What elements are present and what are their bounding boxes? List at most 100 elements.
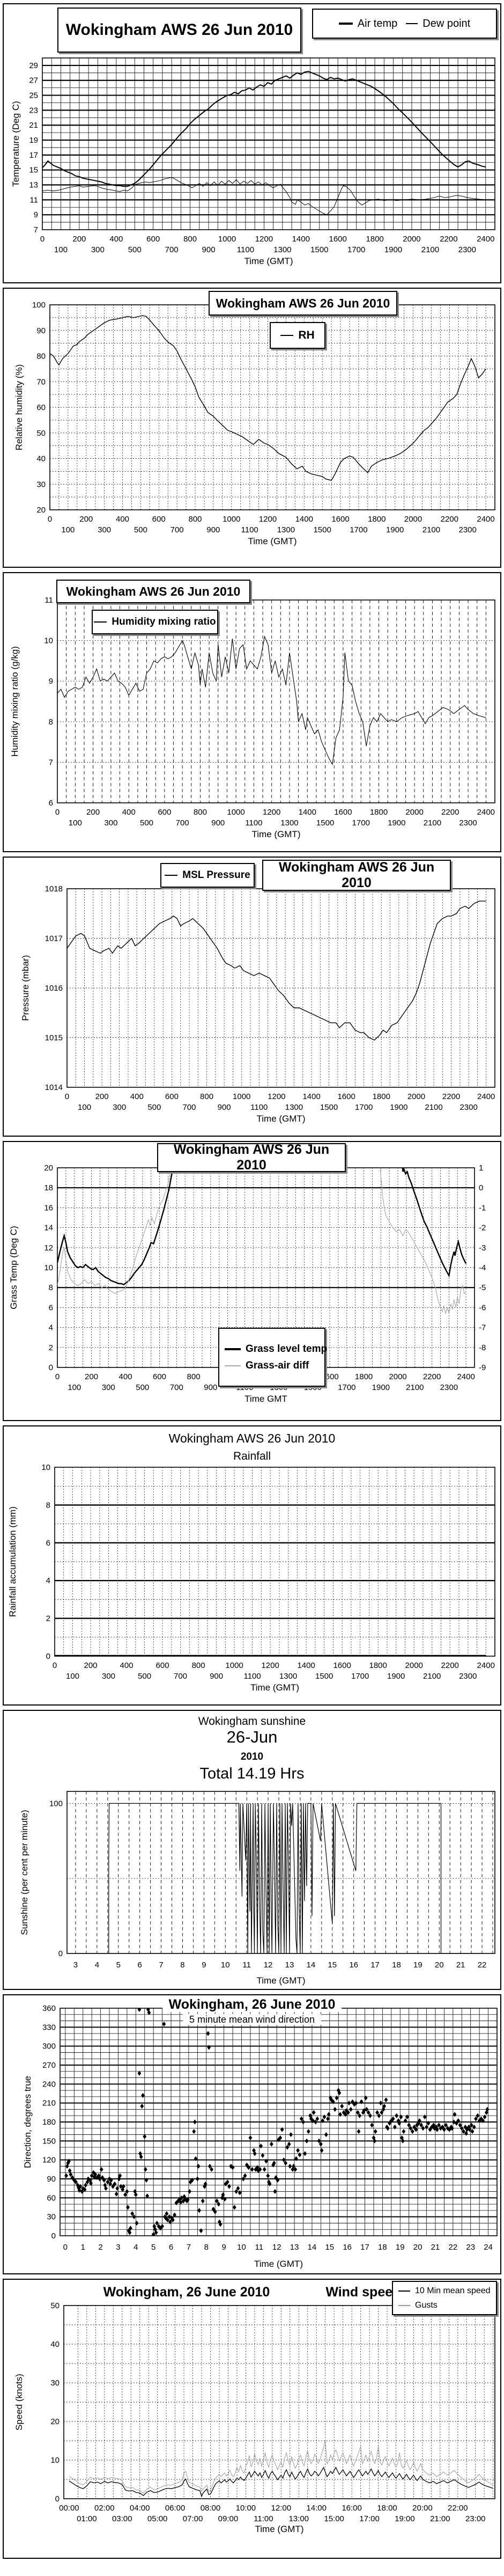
svg-text:80: 80: [36, 352, 46, 361]
svg-text:20:00: 20:00: [412, 2504, 433, 2513]
svg-text:9: 9: [49, 677, 53, 686]
svg-text:400: 400: [122, 808, 136, 817]
svg-text:Direction, degrees true: Direction, degrees true: [23, 2076, 33, 2168]
air-temp-line-swatch-icon: [338, 23, 353, 25]
svg-text:1900: 1900: [384, 245, 402, 254]
svg-text:1700: 1700: [338, 1383, 355, 1392]
svg-text:1900: 1900: [388, 818, 405, 828]
svg-text:900: 900: [204, 1383, 217, 1392]
svg-text:-5: -5: [479, 1283, 486, 1292]
svg-text:300: 300: [42, 2042, 56, 2051]
svg-text:4: 4: [46, 1576, 50, 1585]
svg-text:20: 20: [435, 1960, 444, 1970]
svg-text:16:00: 16:00: [342, 2504, 362, 2513]
svg-text:19: 19: [396, 2243, 405, 2252]
svg-text:27: 27: [29, 76, 38, 85]
svg-text:1000: 1000: [225, 1661, 243, 1670]
svg-text:40: 40: [36, 455, 46, 464]
svg-text:0: 0: [65, 1092, 69, 1101]
svg-text:90: 90: [36, 326, 46, 335]
svg-text:30: 30: [47, 2213, 56, 2222]
svg-text:330: 330: [42, 2023, 56, 2032]
svg-text:800: 800: [192, 1661, 205, 1670]
svg-text:0: 0: [53, 1661, 57, 1670]
chart-title: Wokingham AWS 26 Jun 2010: [278, 860, 435, 890]
svg-text:20: 20: [44, 1163, 53, 1173]
svg-text:6: 6: [169, 2243, 173, 2252]
svg-text:15: 15: [325, 2243, 334, 2252]
legend-item-grass-air-diff: Grass-air diff: [225, 1360, 309, 1372]
svg-text:1900: 1900: [387, 1672, 405, 1681]
svg-text:Time (GMT): Time (GMT): [257, 1975, 306, 1986]
svg-text:10: 10: [221, 1960, 230, 1970]
svg-text:16: 16: [343, 2243, 352, 2252]
svg-text:0: 0: [63, 2243, 68, 2252]
svg-text:2200: 2200: [441, 808, 459, 817]
svg-text:1100: 1100: [245, 818, 262, 828]
svg-text:7: 7: [34, 225, 38, 235]
svg-text:Humidity mixing ratio (g/kg): Humidity mixing ratio (g/kg): [10, 646, 20, 757]
chart-title: Wokingham AWS 26 Jun 2010: [65, 21, 293, 39]
svg-text:2000: 2000: [405, 1661, 423, 1670]
svg-text:300: 300: [113, 1103, 126, 1112]
svg-text:2100: 2100: [421, 245, 439, 254]
svg-text:30: 30: [50, 2379, 60, 2388]
svg-text:2400: 2400: [477, 235, 494, 244]
chart-grass-temperature: Wokingham AWS 26 Jun 2010 Grass level te…: [3, 1141, 501, 1421]
svg-text:2200: 2200: [441, 515, 458, 524]
svg-text:9: 9: [221, 2243, 226, 2252]
svg-text:2400: 2400: [477, 515, 494, 524]
svg-text:500: 500: [128, 245, 142, 254]
svg-text:50: 50: [50, 2301, 60, 2310]
chart-year: 2010: [4, 1751, 500, 1763]
svg-text:800: 800: [200, 1092, 213, 1101]
svg-text:2000: 2000: [404, 515, 422, 524]
chart-wind-speed: Wokingham, 26 June 2010 Wind speed 10 Min…: [3, 2279, 501, 2559]
svg-text:24: 24: [484, 2243, 493, 2252]
svg-text:1300: 1300: [273, 245, 291, 254]
svg-text:14: 14: [308, 2243, 317, 2252]
svg-text:300: 300: [102, 1672, 115, 1681]
svg-text:700: 700: [174, 1672, 187, 1681]
temperature-plot: 7 9 11 13 15 17 19 21 23 25 27 29 0 100 200 300 400 500 60…: [11, 57, 495, 266]
svg-text:21: 21: [431, 2243, 440, 2252]
svg-text:1800: 1800: [355, 1372, 373, 1381]
svg-text:1600: 1600: [329, 235, 346, 244]
svg-text:1100: 1100: [241, 525, 258, 535]
chart-title: Wokingham AWS 26 Jun 2010: [173, 1142, 330, 1173]
mixing-ratio-plot: 6 7 8 9 10 11 0 100 200 300 400 500 600 700 800 9001000…: [10, 596, 495, 839]
chart-title-box: Wokingham AWS 26 Jun 2010: [209, 291, 397, 316]
svg-text:6: 6: [46, 1539, 50, 1548]
svg-text:100: 100: [78, 1103, 91, 1112]
chart-title: Wokingham AWS 26 Jun 2010: [66, 584, 241, 598]
svg-text:4: 4: [95, 1960, 99, 1970]
svg-text:04:00: 04:00: [130, 2504, 150, 2513]
svg-text:100: 100: [54, 245, 68, 254]
legend: Grass level temp Grass-air diff: [218, 1328, 327, 1387]
svg-text:6: 6: [49, 799, 53, 808]
svg-text:Time (GMT): Time (GMT): [244, 256, 293, 266]
svg-text:0: 0: [55, 808, 60, 817]
svg-text:11: 11: [255, 2243, 264, 2252]
svg-text:1500: 1500: [310, 245, 328, 254]
sunshine-total: Total 14.19 Hrs: [4, 1765, 500, 1783]
svg-text:60: 60: [36, 403, 46, 412]
svg-text:400: 400: [116, 515, 129, 524]
svg-text:1000: 1000: [223, 515, 240, 524]
svg-text:Time GMT: Time GMT: [244, 1394, 287, 1404]
svg-text:8: 8: [49, 1283, 53, 1292]
sunshine-plot: 0 100 3 4 5 6 7 8 9 10 11 12 13 14 15 16 17 18 19 20 21 22 Tim…: [19, 1791, 495, 1986]
svg-text:22:00: 22:00: [448, 2504, 468, 2513]
chart-title: Wokingham, 26 June 2010 Wind speed: [4, 2285, 500, 2300]
svg-text:0: 0: [55, 2494, 60, 2504]
chart-humidity-mixing-ratio: Wokingham AWS 26 Jun 2010 Humidity mixin…: [3, 572, 501, 852]
svg-text:2: 2: [49, 1343, 53, 1352]
svg-text:18: 18: [44, 1183, 53, 1192]
legend: Air temp Dew point: [312, 9, 497, 39]
svg-text:800: 800: [189, 515, 202, 524]
svg-text:2400: 2400: [457, 1372, 475, 1381]
svg-text:2000: 2000: [405, 808, 423, 817]
legend-item-mixing-ratio: Humidity mixing ratio: [94, 616, 216, 628]
svg-text:10: 10: [44, 1263, 53, 1272]
svg-text:21: 21: [29, 121, 38, 130]
